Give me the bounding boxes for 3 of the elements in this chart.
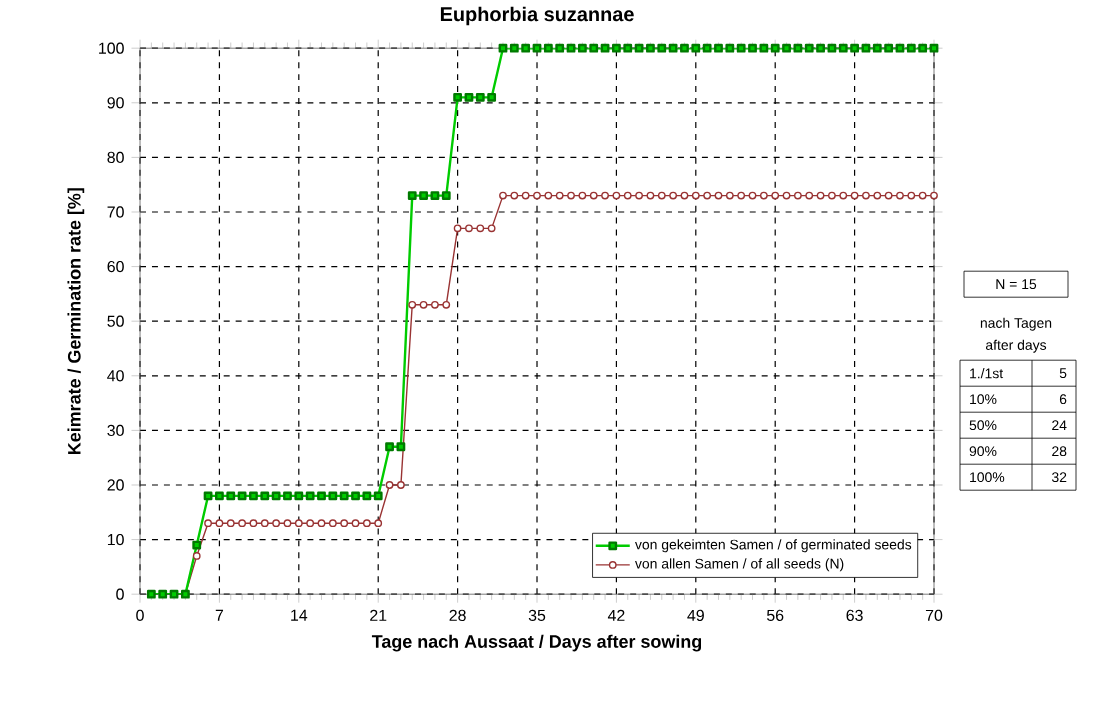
x-axis-title: Tage nach Aussaat / Days after sowing (371, 634, 702, 652)
chart-title: Euphorbia suzannae (440, 6, 634, 26)
y-axis-title: Keimrate / Germination rate [%] (67, 188, 85, 454)
